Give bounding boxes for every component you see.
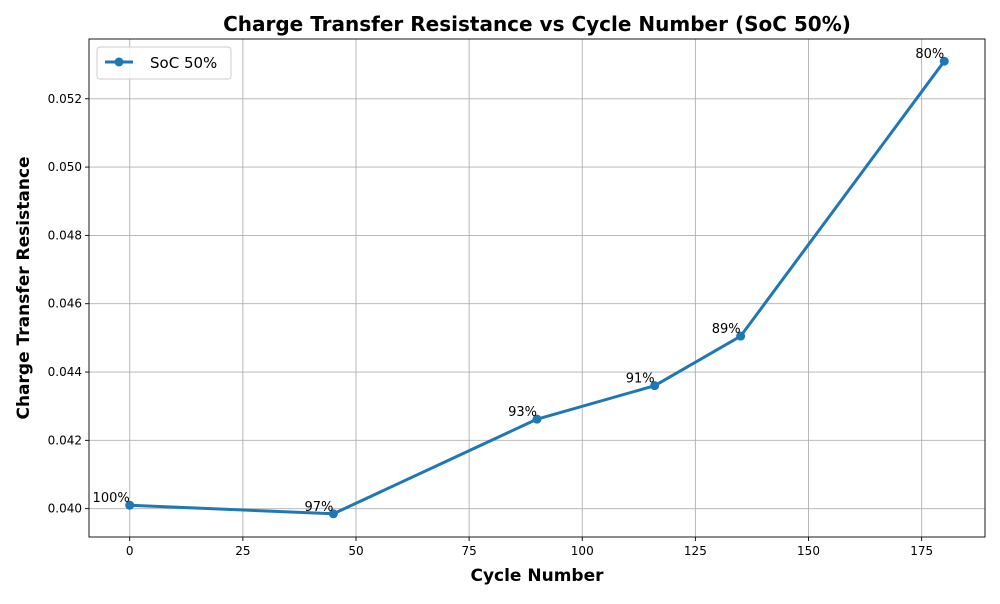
x-tick-label: 150 [797, 544, 820, 558]
data-point-label: 97% [304, 500, 333, 515]
data-point [532, 414, 542, 424]
y-tick-label: 0.048 [48, 228, 82, 242]
data-point-label: 80% [915, 47, 944, 62]
series-line [129, 60, 946, 516]
data-point [328, 509, 338, 519]
data-point-label: 89% [712, 322, 741, 337]
y-tick-label: 0.050 [48, 160, 82, 174]
grid [89, 39, 985, 537]
data-point [125, 500, 135, 510]
y-axis-label: Charge Transfer Resistance [14, 156, 34, 419]
chart-title: Charge Transfer Resistance vs Cycle Numb… [223, 12, 851, 36]
data-point-label: 100% [93, 491, 130, 506]
y-tick-label: 0.040 [48, 502, 82, 516]
data-point-label: 91% [626, 372, 655, 387]
data-point [736, 331, 746, 341]
y-tick-label: 0.042 [48, 433, 82, 447]
y-tick-label: 0.044 [48, 365, 82, 379]
x-tick-label: 50 [348, 544, 363, 558]
x-tick-label: 125 [684, 544, 707, 558]
data-point-label: 93% [508, 405, 537, 420]
x-tick-label: 175 [910, 544, 933, 558]
legend-marker-swatch [114, 57, 124, 67]
y-tick-label: 0.046 [48, 297, 82, 311]
y-tick-label: 0.052 [48, 92, 82, 106]
x-tick-label: 75 [461, 544, 476, 558]
x-tick-label: 0 [126, 544, 134, 558]
data-point [939, 56, 949, 66]
data-labels: 100% 97% 93% 91% 89% 80% [93, 47, 945, 515]
x-tick-label: 25 [235, 544, 250, 558]
x-axis-label: Cycle Number [470, 566, 604, 586]
series-layer [125, 56, 949, 519]
legend-frame [96, 46, 232, 80]
axis-ticks: 0 25 50 75 100 125 150 175 0.040 0.042 0.044 0.046 0… [48, 92, 933, 558]
data-point [650, 381, 660, 391]
x-tick-label: 100 [571, 544, 594, 558]
plot-area-frame [88, 38, 986, 538]
legend: SoC 50% [96, 46, 232, 80]
legend-entry-soc-50: SoC 50% [150, 54, 217, 72]
